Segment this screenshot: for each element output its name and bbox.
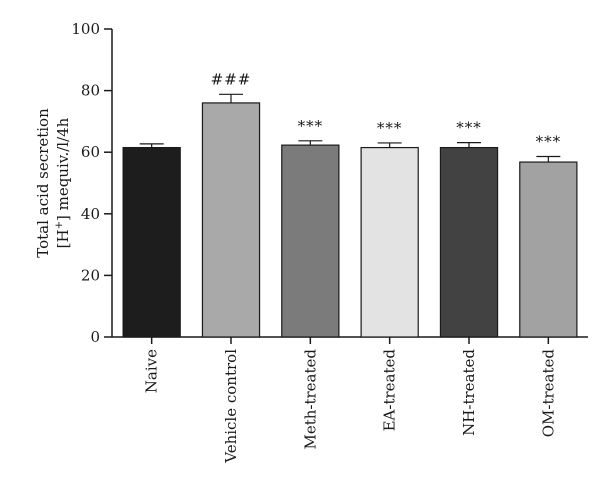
category-label-3: EA-treated — [381, 349, 399, 432]
y-tick-label-0: 0 — [90, 328, 100, 346]
y-ticks: 0 20 40 60 80 100 — [71, 20, 112, 346]
bar-1 — [201, 102, 261, 338]
y-tick-label-5: 100 — [71, 20, 100, 38]
category-labels: Naive Vehicle control Meth-treated EA-treat… — [143, 337, 557, 464]
significance-label-2: *** — [298, 117, 324, 135]
bars — [122, 102, 578, 338]
y-tick-label-3: 60 — [81, 143, 100, 161]
category-label-4: NH-treated — [460, 349, 478, 436]
category-label-5: OM-treated — [539, 349, 557, 438]
category-label-1: Vehicle control — [222, 349, 240, 464]
category-label-0: Naive — [143, 349, 161, 393]
bar-4 — [439, 146, 499, 338]
bar-3 — [360, 146, 419, 338]
y-axis-title-unit-post: ] mequiv./l/4h — [54, 117, 72, 221]
bar-5 — [519, 161, 578, 338]
y-axis-title-line2: [H+] mequiv./l/4h — [54, 117, 72, 248]
category-label-2: Meth-treated — [301, 349, 319, 450]
significance-label-3: *** — [377, 119, 403, 137]
y-axis-title: Total acid secretion [H+] mequiv./l/4h — [34, 108, 72, 258]
y-axis-title-line1: Total acid secretion — [34, 108, 52, 258]
y-tick-label-2: 40 — [81, 205, 100, 223]
y-tick-label-4: 80 — [81, 82, 100, 100]
bar-0 — [122, 146, 181, 338]
error-bars — [139, 93, 561, 163]
y-axis-title-unit-pre: [H — [54, 229, 72, 248]
y-axis-title-unit-sup: + — [54, 221, 65, 229]
significance-label-4: *** — [456, 119, 482, 137]
significance-label-1: ### — [211, 70, 252, 88]
significance-labels: ### *** *** *** *** — [211, 70, 562, 151]
y-tick-label-1: 20 — [81, 266, 100, 284]
significance-label-5: *** — [536, 133, 562, 151]
bar-2 — [281, 144, 340, 338]
